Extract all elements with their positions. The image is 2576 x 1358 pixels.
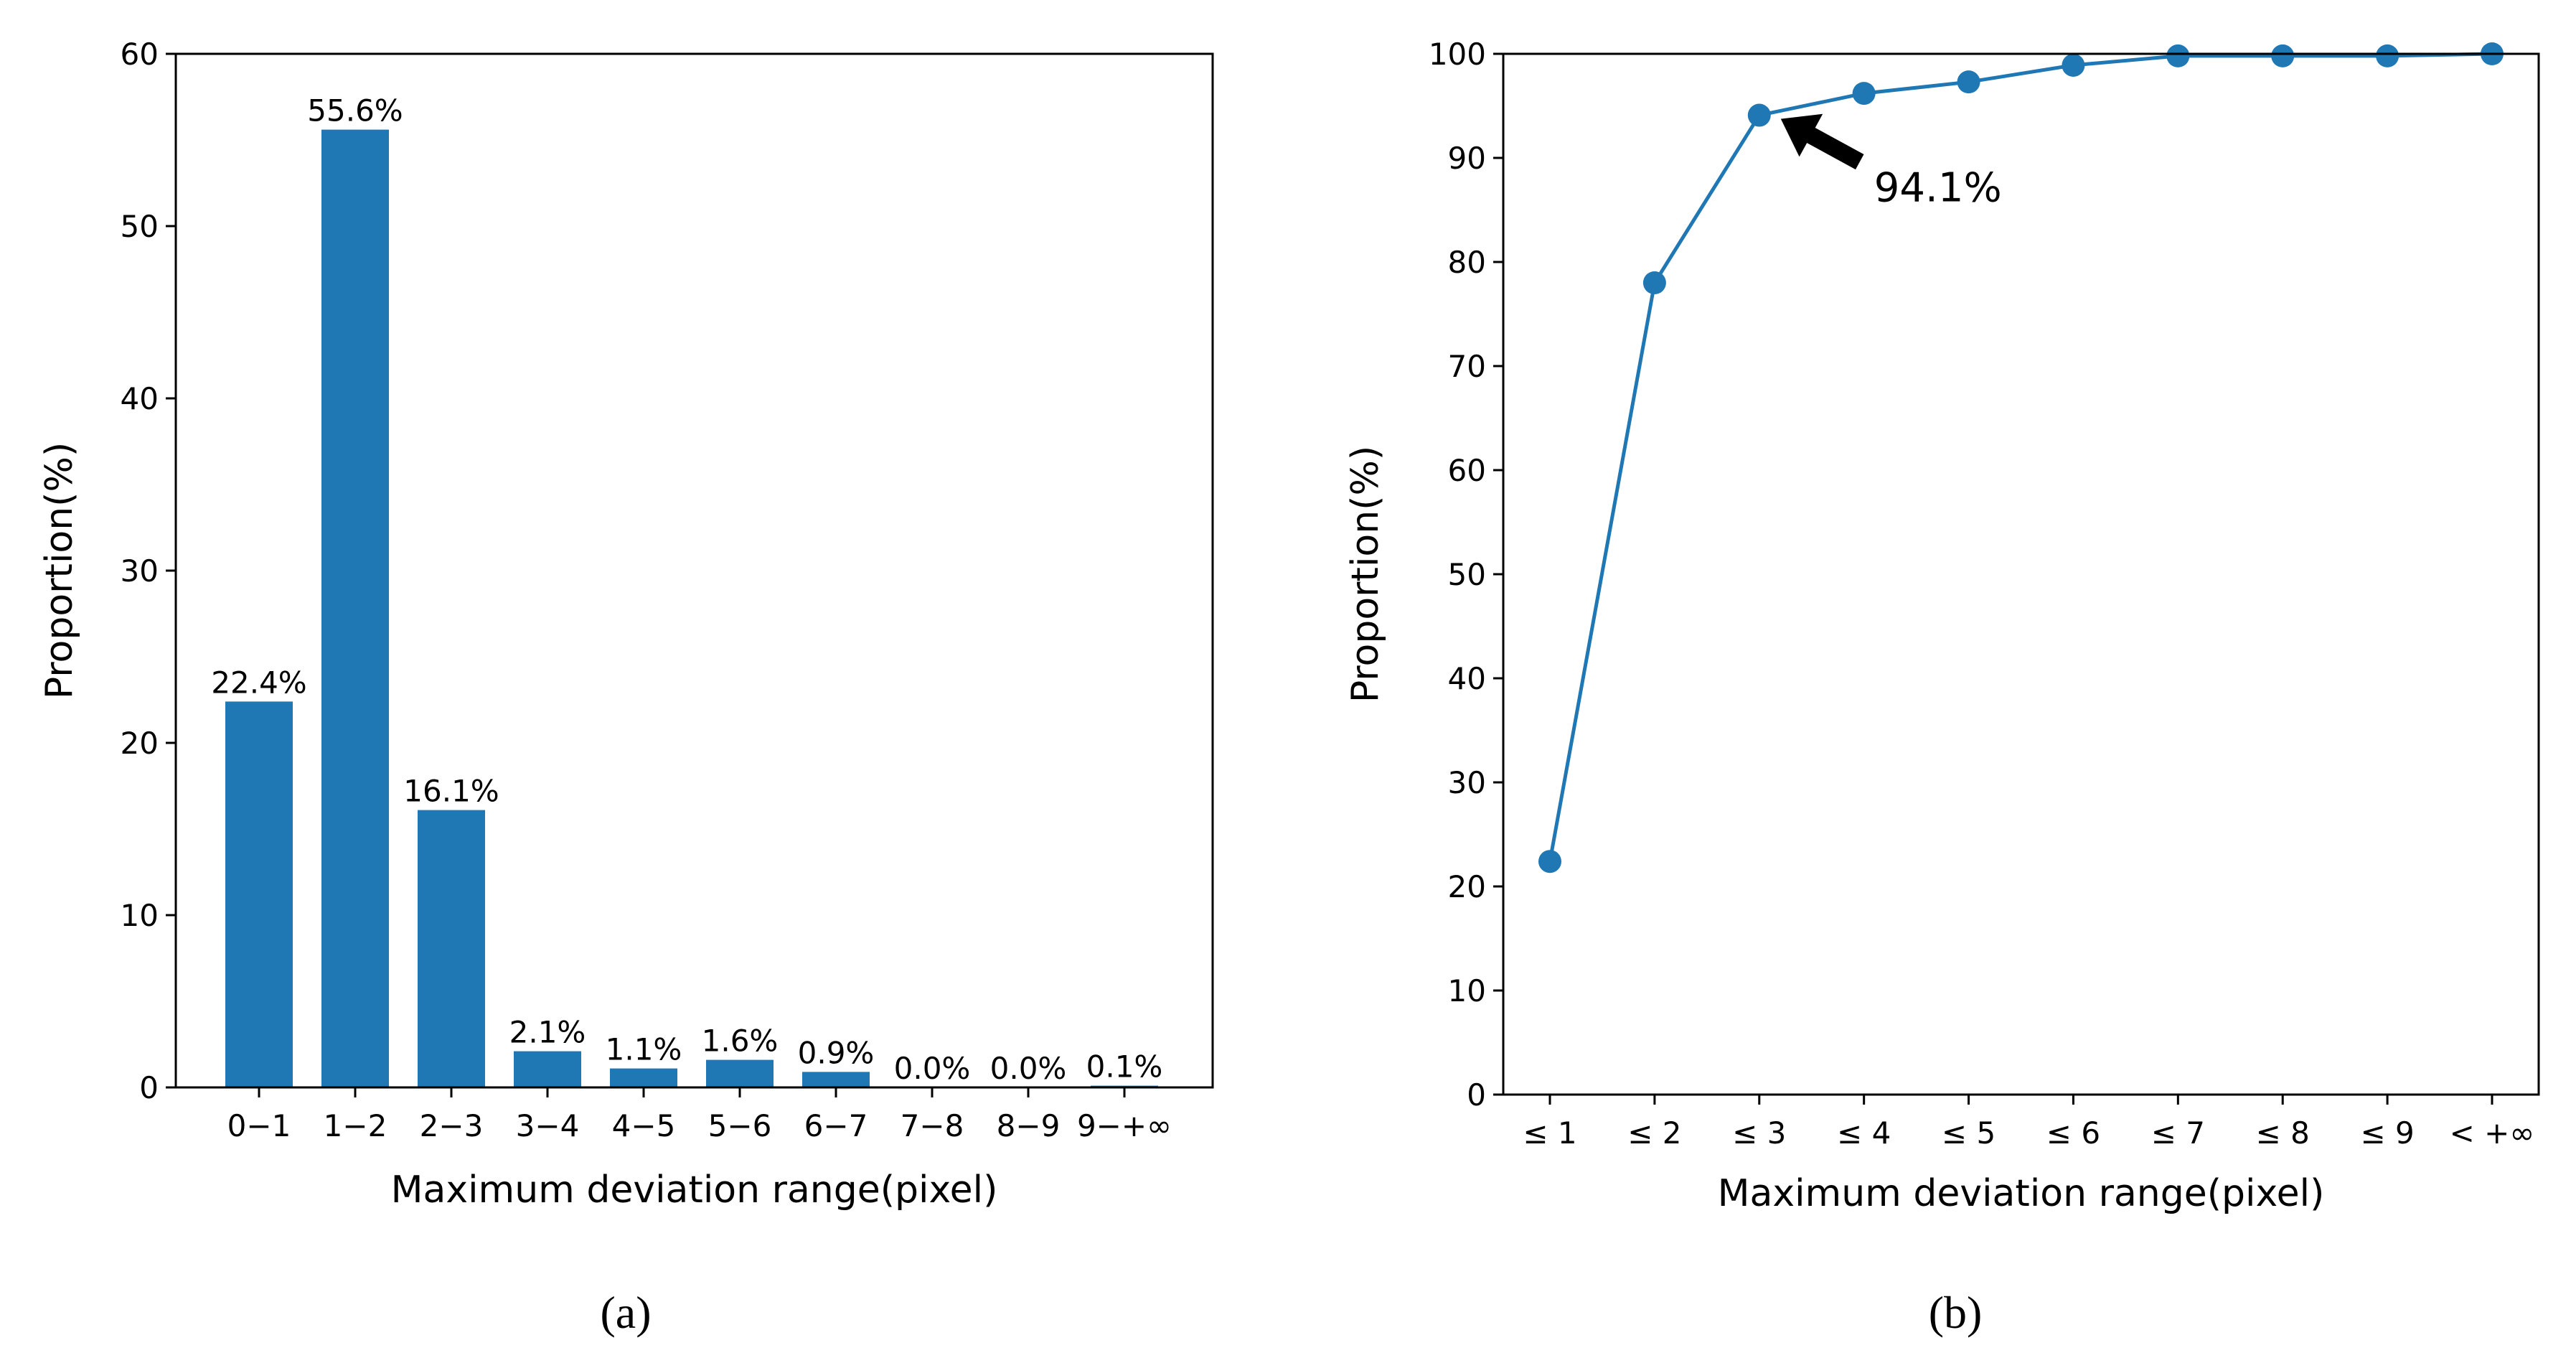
x-axis-ticks: 0−1 1−2 2−3 3−4 4−5 5−6 6−7 7−8 8−9 9−+∞	[227, 1087, 1172, 1143]
data-point	[1538, 850, 1561, 874]
bar	[802, 1072, 870, 1087]
bar	[610, 1068, 677, 1087]
x-tick-label: ≤ 5	[1942, 1115, 1996, 1151]
bar-data-labels: 22.4% 55.6% 16.1% 2.1% 1.1% 1.6% 0.9% 0.0% 0.0% 0…	[211, 93, 1162, 1086]
y-tick-label: 80	[1448, 245, 1486, 280]
bar-data-label: 1.6%	[702, 1024, 779, 1059]
y-tick-label: 50	[1448, 557, 1486, 592]
y-tick-label: 30	[121, 553, 159, 589]
x-tick-label: 6−7	[804, 1108, 868, 1143]
x-tick-label: ≤ 6	[2046, 1115, 2100, 1151]
x-axis-label: Maximum deviation range(pixel)	[391, 1169, 998, 1212]
plot-frame	[1502, 52, 2540, 1096]
bar-data-label: 0.0%	[894, 1051, 971, 1086]
data-point	[2062, 53, 2085, 77]
y-tick-label: 20	[1448, 869, 1486, 904]
y-tick-label: 0	[1467, 1077, 1486, 1113]
data-point	[1957, 70, 1980, 94]
bars	[225, 129, 1158, 1088]
bar	[321, 129, 389, 1088]
bar-data-label: 0.1%	[1086, 1049, 1163, 1085]
y-tick-label: 70	[1448, 349, 1486, 384]
series-points	[1538, 42, 2504, 874]
bar	[225, 701, 293, 1087]
x-tick-label: ≤ 8	[2256, 1115, 2310, 1151]
y-tick-label: 30	[1448, 765, 1486, 800]
x-tick-label: 2−3	[420, 1108, 484, 1143]
data-point	[2376, 44, 2399, 67]
x-tick-label: ≤ 9	[2360, 1115, 2414, 1151]
y-tick-label: 60	[1448, 453, 1486, 488]
data-point	[1747, 103, 1771, 127]
x-tick-label: ≤ 1	[1523, 1115, 1576, 1151]
y-axis-label: Proportion(%)	[38, 442, 81, 699]
bar-data-label: 22.4%	[211, 665, 306, 700]
x-tick-label: 5−6	[708, 1108, 772, 1143]
x-tick-label: < +∞	[2450, 1115, 2535, 1151]
data-point	[1642, 271, 1666, 294]
y-axis-ticks: 0 10 20 30 40 50 60	[121, 37, 176, 1105]
y-tick-label: 60	[121, 37, 159, 72]
x-tick-label: 1−2	[324, 1108, 387, 1143]
y-tick-label: 10	[121, 898, 159, 933]
bar-data-label: 55.6%	[307, 93, 403, 128]
panel-label: (a)	[600, 1287, 651, 1338]
x-tick-label: 3−4	[516, 1108, 580, 1143]
y-tick-label: 100	[1429, 37, 1486, 72]
x-tick-label: 8−9	[997, 1108, 1061, 1143]
data-point	[1852, 82, 1876, 106]
y-tick-label: 90	[1448, 141, 1486, 176]
data-point	[2271, 44, 2295, 67]
plot-frame	[174, 52, 1214, 1089]
x-tick-label: 0−1	[227, 1108, 291, 1143]
y-tick-label: 10	[1448, 973, 1486, 1008]
y-axis-label: Proportion(%)	[1344, 446, 1387, 703]
x-tick-label: ≤ 2	[1627, 1115, 1681, 1151]
bar-data-label: 16.1%	[403, 774, 499, 809]
annotation-arrow	[1780, 113, 1864, 170]
y-tick-label: 20	[121, 726, 159, 761]
y-axis-ticks: 0 10 20 30 40 50 60 70 80 90 100	[1429, 37, 1503, 1113]
series-line	[1548, 52, 2493, 862]
x-axis-ticks: ≤ 1 ≤ 2 ≤ 3 ≤ 4 ≤ 5 ≤ 6 ≤ 7 ≤ 8 ≤ 9 < +∞	[1523, 1095, 2534, 1151]
bar-data-label: 0.0%	[990, 1051, 1067, 1086]
x-tick-label: ≤ 3	[1732, 1115, 1786, 1151]
y-tick-label: 40	[121, 381, 159, 416]
annotation-label: 94.1%	[1874, 165, 2002, 212]
x-tick-label: 7−8	[901, 1108, 964, 1143]
x-tick-label: ≤ 4	[1837, 1115, 1891, 1151]
bar	[418, 810, 485, 1087]
x-tick-label: ≤ 7	[2151, 1115, 2205, 1151]
y-tick-label: 40	[1448, 661, 1486, 696]
bar	[514, 1051, 581, 1087]
x-tick-label: 4−5	[612, 1108, 676, 1143]
y-tick-label: 0	[139, 1070, 159, 1105]
x-axis-label: Maximum deviation range(pixel)	[1718, 1172, 2325, 1215]
x-tick-label: 9−+∞	[1077, 1108, 1172, 1143]
bar-data-label: 1.1%	[606, 1032, 682, 1067]
annotation: 94.1%	[1780, 113, 2002, 212]
y-tick-label: 50	[121, 209, 159, 244]
bar	[706, 1059, 774, 1087]
bar-data-label: 0.9%	[798, 1035, 875, 1070]
data-point	[2166, 44, 2190, 67]
bar-chart-panel: 0 10 20 30 40 50 60 0−1 1−2 2−3 3−4 4−5 5−6 6−7 7−8 8−…	[38, 37, 1214, 1338]
panel-label: (b)	[1929, 1287, 1983, 1338]
bar-data-label: 2.1%	[509, 1015, 586, 1050]
